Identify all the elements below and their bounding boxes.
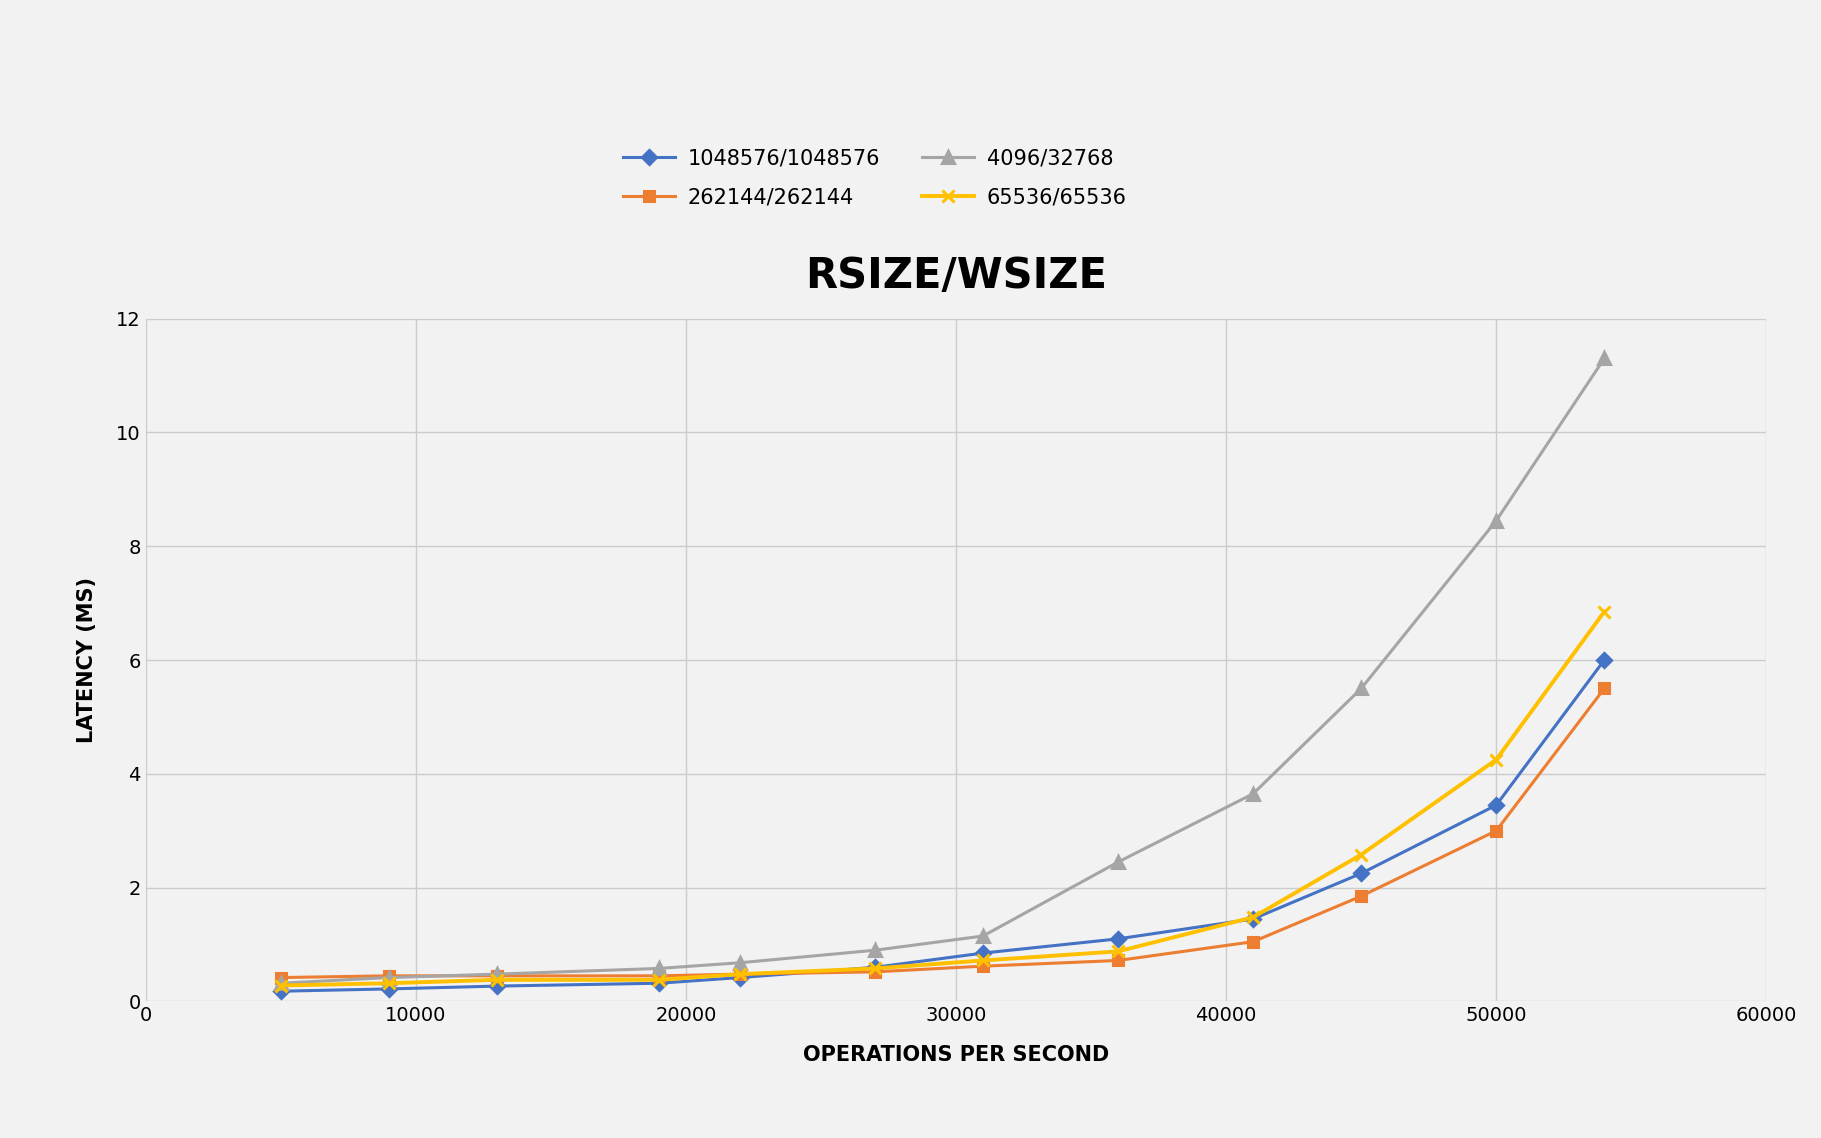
4096/32768 [1351,682,1373,695]
262144/262144 [728,967,750,981]
X-axis label: OPERATIONS PER SECOND: OPERATIONS PER SECOND [803,1045,1109,1065]
65536/65536 [1593,605,1615,619]
1048576/1048576 [972,947,994,960]
1048576/1048576 [1351,867,1373,881]
4096/32768 [379,971,401,984]
4096/32768 [1242,787,1264,801]
4096/32768 [486,967,508,981]
65536/65536 [1107,945,1129,958]
65536/65536 [972,954,994,967]
262144/262144 [1351,890,1373,904]
Line: 4096/32768: 4096/32768 [275,353,1610,989]
1048576/1048576 [863,960,885,974]
262144/262144 [1107,954,1129,967]
65536/65536 [486,973,508,987]
4096/32768 [648,962,670,975]
65536/65536 [1351,848,1373,861]
65536/65536 [270,979,291,992]
65536/65536 [648,973,670,987]
4096/32768 [1593,352,1615,365]
65536/65536 [863,962,885,975]
1048576/1048576 [648,976,670,990]
262144/262144 [1593,682,1615,695]
262144/262144 [270,971,291,984]
4096/32768 [270,976,291,990]
Legend: 1048576/1048576, 262144/262144, 4096/32768, 65536/65536: 1048576/1048576, 262144/262144, 4096/327… [614,138,1136,217]
4096/32768 [728,956,750,970]
1048576/1048576 [379,982,401,996]
Y-axis label: LATENCY (MS): LATENCY (MS) [76,577,97,743]
262144/262144 [1486,824,1508,838]
1048576/1048576 [1242,913,1264,926]
262144/262144 [486,970,508,983]
65536/65536 [1242,910,1264,924]
Line: 262144/262144: 262144/262144 [275,684,1610,982]
262144/262144 [379,970,401,983]
262144/262144 [1242,935,1264,949]
1048576/1048576 [270,984,291,998]
65536/65536 [1486,753,1508,767]
262144/262144 [863,965,885,979]
Line: 1048576/1048576: 1048576/1048576 [275,655,1610,996]
4096/32768 [863,943,885,957]
1048576/1048576 [486,979,508,992]
65536/65536 [379,976,401,990]
Line: 65536/65536: 65536/65536 [275,605,1610,991]
1048576/1048576 [1107,932,1129,946]
Title: RSIZE/WSIZE: RSIZE/WSIZE [805,255,1107,297]
65536/65536 [728,967,750,981]
262144/262144 [648,970,670,983]
4096/32768 [972,929,994,942]
1048576/1048576 [1593,653,1615,667]
1048576/1048576 [728,971,750,984]
262144/262144 [972,959,994,973]
1048576/1048576 [1486,799,1508,813]
4096/32768 [1486,514,1508,528]
4096/32768 [1107,856,1129,869]
